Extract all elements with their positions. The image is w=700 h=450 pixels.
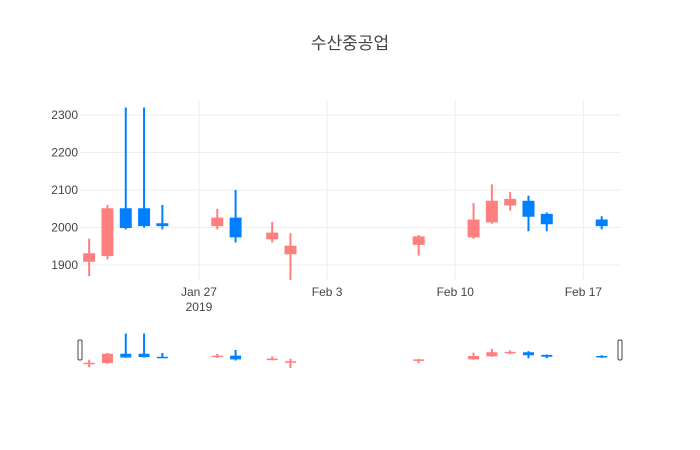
slider-candle — [285, 358, 296, 368]
candle — [412, 235, 425, 256]
slider-candle-body — [413, 359, 425, 361]
y-tick-label: 1900 — [51, 258, 78, 272]
slider-candle — [541, 354, 553, 359]
slider-candle-body — [596, 356, 608, 358]
candle-body — [504, 198, 517, 206]
y-axis-ticks: 1900 2000 2100 2200 2300 — [51, 108, 78, 272]
grid-lines — [80, 100, 620, 280]
y-tick-label: 2100 — [51, 183, 78, 197]
slider-candle-body — [266, 358, 278, 361]
candle-body — [101, 208, 114, 257]
candle-series — [83, 107, 608, 280]
candle-body — [266, 232, 279, 240]
candle-body — [83, 253, 96, 262]
slider-candle-body — [504, 351, 516, 354]
candle-body — [540, 213, 553, 225]
candle — [284, 233, 297, 280]
slider-candle — [211, 353, 223, 358]
candle — [266, 221, 279, 243]
slider-candle — [596, 355, 608, 358]
slider-candle-body — [120, 353, 132, 358]
candle-body — [595, 219, 608, 227]
slider-candle-body — [486, 352, 498, 357]
candle — [229, 190, 242, 243]
candle — [540, 212, 553, 232]
slider-candle — [101, 353, 113, 364]
slider-candle — [83, 359, 95, 368]
slider-candle — [486, 348, 498, 357]
slider-candle — [138, 333, 150, 358]
slider-candle — [120, 333, 132, 358]
slider-candle-body — [230, 355, 242, 360]
slider-candle — [156, 353, 168, 359]
slider-candle-body — [541, 354, 553, 357]
candle — [467, 203, 480, 239]
slider-candle-body — [156, 356, 168, 359]
candle — [156, 205, 169, 230]
candle-body — [211, 217, 224, 227]
slider-candle — [413, 359, 425, 364]
candle-body — [229, 217, 242, 238]
slider-candle-body — [211, 355, 223, 358]
slider-candle — [468, 352, 480, 360]
y-tick-label: 2300 — [51, 108, 78, 122]
slider-candle-body — [285, 361, 296, 363]
candle — [101, 205, 114, 260]
x-tick-label: Feb 10 — [437, 285, 475, 299]
candle-body — [412, 236, 425, 245]
x-tick-label: Feb 3 — [312, 285, 343, 299]
slider-candle-body — [468, 356, 480, 360]
slider-candle — [230, 350, 242, 361]
x-tick-label: Jan 27 — [181, 285, 217, 299]
candle — [522, 195, 535, 232]
candle-body — [119, 208, 132, 228]
range-slider-right-handle[interactable] — [617, 339, 623, 361]
slider-candle — [266, 356, 278, 361]
chart-title: 수산중공업 — [311, 34, 389, 53]
candle-body — [138, 208, 151, 227]
range-slider[interactable] — [77, 333, 623, 369]
candle-body — [485, 200, 498, 223]
x-tick-label: Feb 17 — [565, 285, 603, 299]
slider-candle — [504, 350, 516, 355]
range-slider-left-handle[interactable] — [77, 339, 83, 361]
candle — [138, 107, 151, 228]
candle-body — [522, 200, 535, 217]
candle — [83, 238, 96, 277]
candle — [211, 208, 224, 230]
candle-body — [156, 223, 169, 227]
slider-candle-body — [522, 352, 534, 356]
candle — [119, 107, 132, 230]
y-tick-label: 2200 — [51, 146, 78, 160]
slider-candle-body — [101, 353, 113, 364]
candle-body — [467, 219, 480, 238]
candle-body — [284, 245, 297, 255]
candle — [595, 216, 608, 230]
slider-candle — [522, 351, 534, 359]
x-tick-year-label: 2019 — [186, 300, 213, 314]
candle — [485, 184, 498, 224]
y-tick-label: 2000 — [51, 221, 78, 235]
slider-candle-body — [83, 362, 95, 365]
slider-candle-body — [138, 353, 150, 358]
candle — [504, 191, 517, 211]
